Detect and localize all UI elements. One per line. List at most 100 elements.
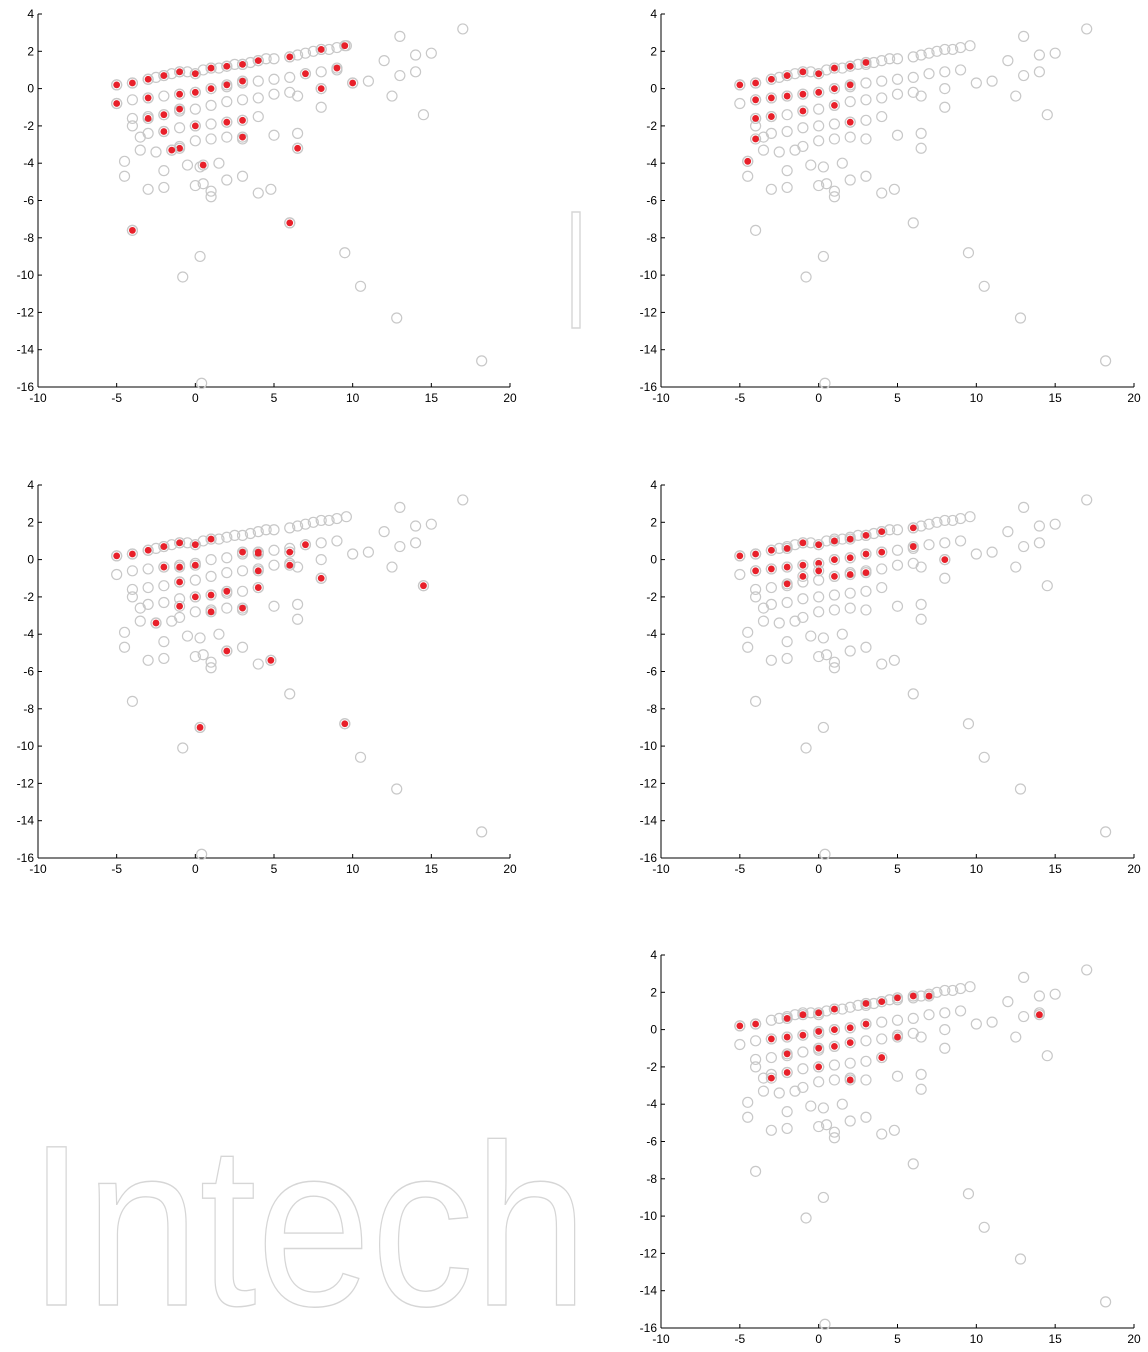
highlight-point-ring [111,550,123,562]
highlight-point-ring [126,224,138,236]
scatter-point [1033,66,1046,78]
x-tick-label: 10 [346,391,360,405]
highlight-point [239,548,246,556]
scatter-point [150,542,162,555]
y-tick-label: -4 [646,1097,657,1111]
scatter-point [813,606,825,618]
highlight-point [1036,1011,1043,1019]
highlight-point-ring [907,522,919,534]
highlight-point [286,548,294,556]
highlight-point-ring [813,68,825,80]
highlight-point-ring [797,1029,809,1041]
scatter-point [828,589,841,601]
scatter-point [765,1124,777,1136]
highlight-point [286,53,294,61]
highlight-point-ring [265,654,277,666]
scatter-point [236,529,249,541]
highlight-point-ring [150,617,162,629]
scatter-point [844,174,856,186]
scatter-point [907,86,919,98]
x-tick-label: 0 [815,391,822,405]
highlight-point [767,1035,775,1043]
scatter-point [781,596,793,609]
highlight-point-ring [174,103,186,115]
scatter-point [915,142,927,154]
scatter-point [1081,494,1093,506]
highlight-point [846,535,854,543]
scatter-point [476,355,488,367]
highlight-point [783,1069,791,1076]
highlight-point-ring [221,645,233,657]
scatter-point [805,1100,817,1112]
x-tick-label: 5 [894,862,901,876]
scatter-point [134,144,146,156]
highlight-point [223,587,231,595]
scatter-point [947,514,959,527]
scatter-point [213,157,225,169]
scatter-point [800,271,812,283]
scatter-point [166,68,178,80]
scatter-point [800,1212,812,1224]
y-tick-label: -16 [640,1321,658,1335]
scatter-point [876,92,888,104]
highlight-point-ring [194,721,206,734]
scatter-point [805,159,817,171]
scatter-point [789,68,801,80]
scatter-point [1018,1010,1030,1023]
highlight-point-ring [292,142,304,154]
scatter-point [391,312,403,324]
scatter-panel-top-right: 420-2-4-6-8-10-12-14-16-10 -5 0 5 10 15 20 [640,7,1141,405]
scatter-point [954,1005,967,1017]
highlight-point-ring [189,559,201,571]
highlight-point-ring [174,600,186,612]
scatter-point [205,133,217,145]
scatter-point [978,280,990,292]
scatter-point [931,45,943,57]
scatter-point [828,656,841,668]
x-tick-label: -5 [111,862,122,876]
x-tick-label: 5 [271,862,278,876]
scatter-point [915,598,927,610]
highlight-point [752,567,759,575]
scatter-point [189,135,201,147]
highlight-point-ring [205,606,217,618]
highlight-point-ring [797,105,809,117]
highlight-point [736,552,744,560]
scatter-point [1049,47,1061,59]
highlight-point [317,46,325,53]
scatter-point [323,514,335,527]
highlight-point-ring [205,589,217,601]
scatter-point [189,650,201,663]
scatter-point [891,544,904,556]
highlight-point [420,582,427,590]
scatter-point [118,170,131,182]
scatter-point [734,1038,746,1051]
watermark-text: Intech [28,1097,588,1352]
scatter-point [817,250,829,263]
y-tick-label: 4 [650,948,657,962]
y-tick-label: 4 [27,478,34,492]
scatter-point [221,174,233,186]
scatter-point [742,1111,754,1123]
scatter-point [781,652,793,665]
scatter-point [820,178,833,190]
highlight-point [113,552,121,560]
scatter-point [268,129,280,141]
scatter-point [962,247,975,259]
scatter-point [797,140,809,153]
scatter-point [1100,826,1112,838]
scatter-point [734,568,746,581]
highlight-point [767,75,775,83]
highlight-point [144,94,152,102]
scatter-point [1002,55,1014,67]
x-tick-label: -5 [734,862,745,876]
x-tick-label: -10 [652,862,670,876]
scatter-point [813,574,825,586]
highlight-point [783,1050,791,1058]
scatter-point [221,96,233,108]
highlight-point [752,79,759,87]
highlight-point-ring [749,548,762,560]
y-tick-label: -10 [17,268,35,282]
highlight-point [799,1031,807,1039]
y-tick-label: -4 [646,156,657,170]
